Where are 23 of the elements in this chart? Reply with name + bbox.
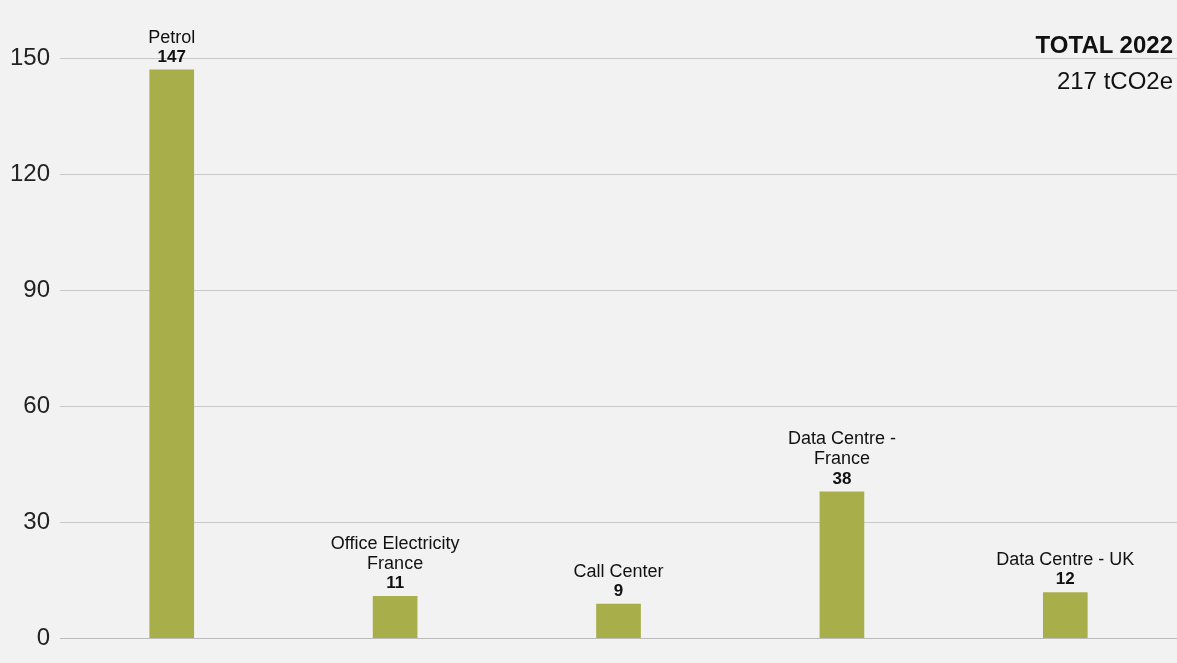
- x-tick-label: Data Centre - France: [787, 428, 896, 469]
- y-tick-label: 0: [36, 623, 51, 651]
- bar: [1042, 592, 1088, 639]
- data-label: 38: [832, 468, 852, 488]
- data-label: 9: [613, 580, 624, 600]
- text: TOTAL 2022: [1035, 30, 1173, 58]
- data-label: 147: [157, 46, 186, 66]
- x-tick-label: Data Centre - UK: [996, 549, 1135, 570]
- bar: [819, 491, 865, 639]
- annotation: 217 tCO2e: [1056, 66, 1173, 94]
- data-label: 12: [1055, 569, 1075, 589]
- y-tick-label: 90: [23, 274, 51, 302]
- bar: [149, 69, 195, 639]
- y-tick-label: 120: [10, 158, 51, 186]
- y-tick-label: 60: [23, 390, 51, 418]
- x-tick-label: Call Center: [573, 560, 664, 581]
- x-tick-label: Office Electricity France: [330, 532, 460, 573]
- bar: [372, 596, 418, 639]
- y-tick-label: 150: [10, 42, 51, 70]
- x-tick-label: Petrol: [148, 26, 196, 47]
- y-tick-label: 30: [23, 507, 51, 535]
- data-label: 11: [386, 573, 405, 593]
- bar: [596, 603, 641, 639]
